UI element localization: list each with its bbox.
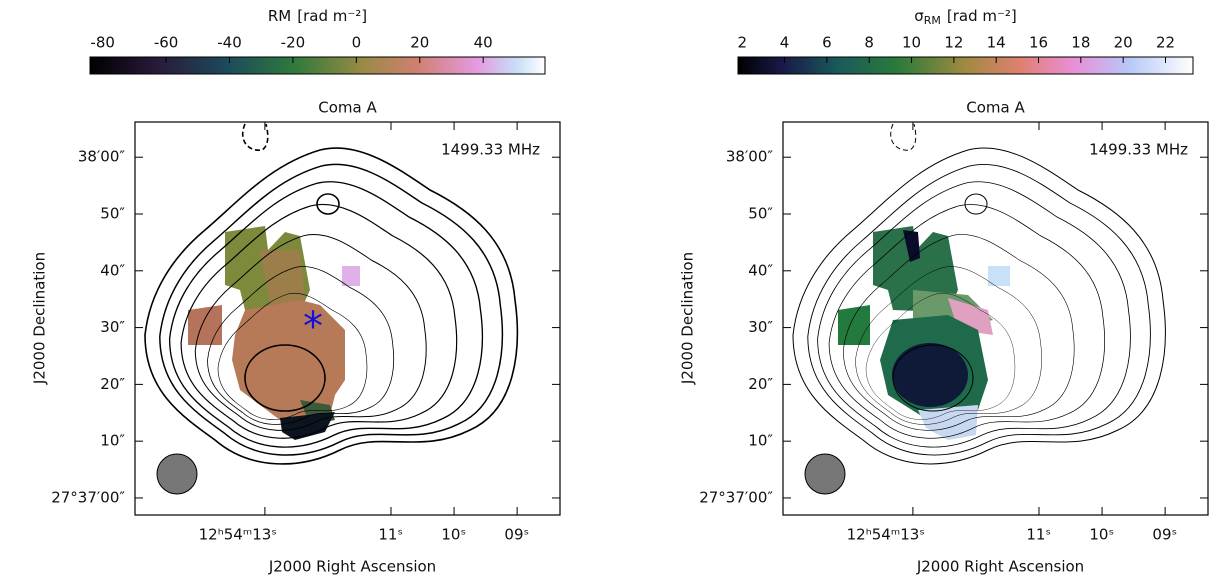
rm-region (188, 305, 222, 345)
colorbar-tick-label: 4 (780, 34, 790, 52)
x-tick-label: 11ˢ (378, 526, 403, 544)
contour (817, 181, 1131, 448)
panel-title: Coma A (318, 99, 377, 117)
contour (865, 293, 1016, 420)
colorbar-unit: [rad m⁻²] (297, 7, 367, 25)
beam (804, 453, 846, 495)
colorbar-tick-label: 6 (822, 34, 832, 52)
colorbar-tick-label: -80 (90, 34, 115, 52)
colorbar-tick-label: 8 (864, 34, 874, 52)
y-tick-label: 20″ (100, 375, 125, 393)
contours (792, 123, 1166, 465)
y-axis-label: J2000 Declination (31, 252, 49, 385)
y-tick-label: 38′00″ (78, 148, 126, 166)
colorbar-tick-label: 16 (1029, 34, 1048, 52)
core-marker: * (303, 304, 323, 350)
contour (890, 123, 917, 151)
colorbar-tick-label: 20 (410, 34, 429, 52)
colorbar-tick-label: -60 (154, 34, 179, 52)
colorbar-tick-label: 0 (352, 34, 362, 52)
y-tick-label: 30″ (748, 318, 773, 336)
colorbar-symbol: RM (268, 7, 291, 25)
x-tick-label: 10ˢ (441, 526, 466, 544)
x-tick-label: 09ˢ (1152, 526, 1177, 544)
colorbar (89, 56, 546, 75)
colorbar-tick-label: 14 (987, 34, 1006, 52)
colorbar-tick-label: -20 (281, 34, 306, 52)
y-tick-label: 10″ (748, 432, 773, 450)
y-tick-label: 50″ (100, 205, 125, 223)
y-tick-label: 10″ (100, 432, 125, 450)
y-tick-label: 50″ (748, 205, 773, 223)
frame (134, 121, 561, 516)
contour (855, 266, 1042, 425)
y-tick-label: 40″ (100, 261, 125, 279)
sigma-region (918, 405, 978, 440)
frame (782, 121, 1209, 516)
frequency: 1499.33 MHz (441, 141, 540, 159)
colorbar-symbol: σ (914, 7, 924, 25)
contour (144, 147, 519, 465)
contour (316, 193, 340, 215)
sigma-region (838, 305, 870, 345)
y-tick-label: 38′00″ (726, 148, 774, 166)
colorbar-label: σRM [rad m⁻²] (914, 7, 1017, 28)
contour (159, 163, 504, 456)
y-tick-label: 27°37′00″ (699, 488, 773, 506)
contour (168, 181, 483, 448)
y-axis-label: J2000 Declination (679, 252, 697, 385)
rm-region (260, 250, 305, 305)
x-tick-label: 12ʰ54ᵐ13ˢ (199, 526, 277, 544)
contour (217, 292, 368, 420)
sigma-region (873, 226, 958, 312)
colorbar (737, 56, 1194, 75)
contour (828, 204, 1105, 439)
rm-region (232, 300, 345, 420)
contour (792, 147, 1166, 465)
x-tick-label: 09ˢ (504, 526, 529, 544)
x-tick-label: 12ʰ54ᵐ13ˢ (847, 526, 925, 544)
contours (144, 123, 519, 465)
frequency: 1499.33 MHz (1089, 141, 1188, 159)
colorbar-tick-label: 22 (1156, 34, 1175, 52)
panel: * Coma A 1499.33 MHz J2000 Right Ascension… (31, 7, 561, 576)
colorbar-tick-label: 10 (902, 34, 921, 52)
x-axis-label: J2000 Right Ascension (268, 558, 436, 576)
contour (964, 193, 988, 215)
contour (842, 234, 1075, 431)
x-tick-label: 10ˢ (1089, 526, 1114, 544)
x-axis-label: J2000 Right Ascension (916, 558, 1084, 576)
panel-title: Coma A (966, 99, 1025, 117)
sigma-region (892, 343, 968, 407)
y-tick-label: 30″ (100, 318, 125, 336)
rm-region (342, 266, 360, 286)
colorbar-label: RM [rad m⁻²] (268, 7, 367, 25)
colorbar-unit: [rad m⁻²] (947, 7, 1017, 25)
colorbar-tick-label: -40 (217, 34, 242, 52)
contour (807, 164, 1151, 456)
contour (180, 203, 458, 439)
y-tick-label: 20″ (748, 375, 773, 393)
colorbar-tick-label: 18 (1071, 34, 1090, 52)
sigma-region (903, 230, 920, 262)
x-tick-label: 11ˢ (1026, 526, 1051, 544)
colorbar-tick-label: 2 (737, 34, 747, 52)
y-tick-label: 27°37′00″ (51, 488, 125, 506)
colorbar-tick-label: 20 (1114, 34, 1133, 52)
sigma-region (988, 266, 1010, 286)
panel: Coma A 1499.33 MHz J2000 Right Ascension J2… (679, 7, 1209, 576)
colorbar-subscript: RM (924, 14, 941, 27)
contour (244, 344, 326, 412)
beam (156, 453, 198, 495)
contour (194, 234, 427, 431)
contour (241, 123, 269, 151)
colorbar-tick-label: 12 (944, 34, 963, 52)
y-tick-label: 40″ (748, 261, 773, 279)
contour (207, 266, 395, 425)
colorbar-tick-label: 40 (474, 34, 493, 52)
contour (892, 344, 974, 412)
